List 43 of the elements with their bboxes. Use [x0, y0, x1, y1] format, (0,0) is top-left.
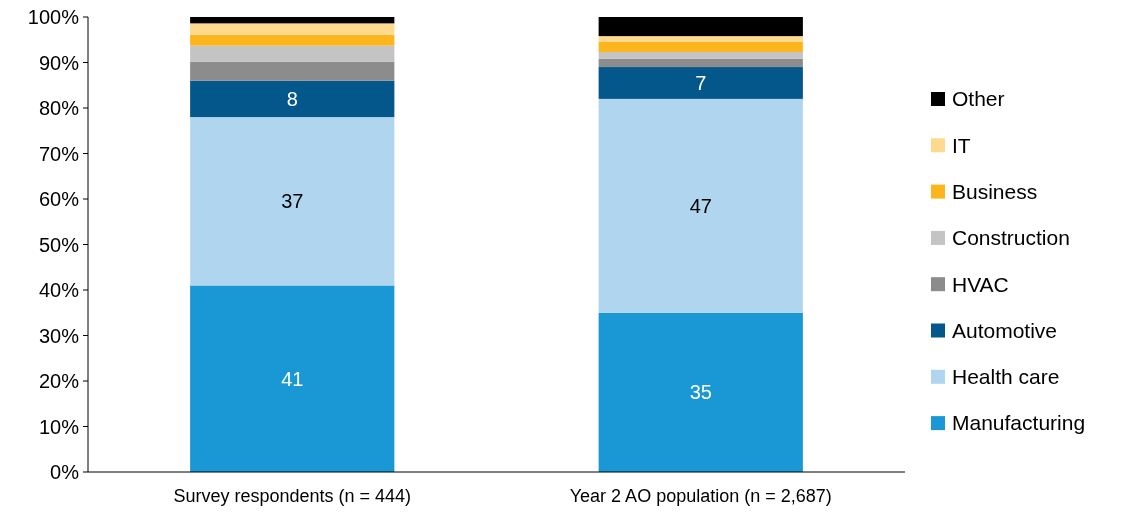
bar — [190, 80, 395, 118]
data-label: 47 — [689, 194, 712, 217]
legend-label: IT — [952, 133, 971, 157]
bar — [190, 61, 395, 81]
y-tick-label: 60% — [38, 188, 80, 210]
bar — [190, 23, 395, 35]
data-label: 35 — [689, 381, 712, 404]
y-tick-label: 100% — [27, 6, 80, 28]
legend-label: Business — [952, 179, 1038, 203]
y-tick-label: 50% — [38, 233, 80, 256]
y-tick-label: 20% — [38, 370, 80, 392]
legend-label: HVAC — [952, 272, 1009, 296]
bar — [598, 36, 803, 42]
bar — [598, 17, 803, 37]
bar — [190, 285, 395, 472]
y-tick-label: 90% — [38, 51, 80, 74]
bar — [598, 52, 803, 59]
bar — [598, 98, 803, 313]
x-tick-label: Year 2 AO population (n = 2,687) — [569, 486, 832, 506]
bar — [190, 45, 395, 62]
legend-label: Construction — [952, 226, 1070, 250]
y-tick-label: 0% — [50, 461, 80, 483]
bar — [598, 67, 803, 99]
bar — [190, 117, 395, 286]
legend-label: Health care — [952, 365, 1060, 389]
legend-label: Manufacturing — [952, 411, 1086, 435]
bar — [190, 34, 395, 46]
y-tick-label: 70% — [38, 142, 80, 165]
legend-label: Other — [952, 87, 1005, 111]
x-tick-label: Survey respondents (n = 444) — [173, 486, 412, 506]
y-tick-label: 80% — [38, 97, 80, 119]
y-tick-label: 40% — [38, 279, 80, 301]
bar — [598, 312, 803, 472]
legend-label: Automotive — [952, 318, 1058, 342]
data-label: 7 — [695, 71, 707, 94]
y-tick-label: 30% — [38, 324, 80, 347]
y-tick-label: 10% — [38, 415, 80, 438]
bar — [598, 41, 803, 53]
data-label: 41 — [281, 367, 304, 390]
data-label: 37 — [281, 190, 304, 213]
bar — [598, 58, 803, 68]
bar — [190, 17, 395, 24]
data-label: 8 — [286, 87, 298, 110]
